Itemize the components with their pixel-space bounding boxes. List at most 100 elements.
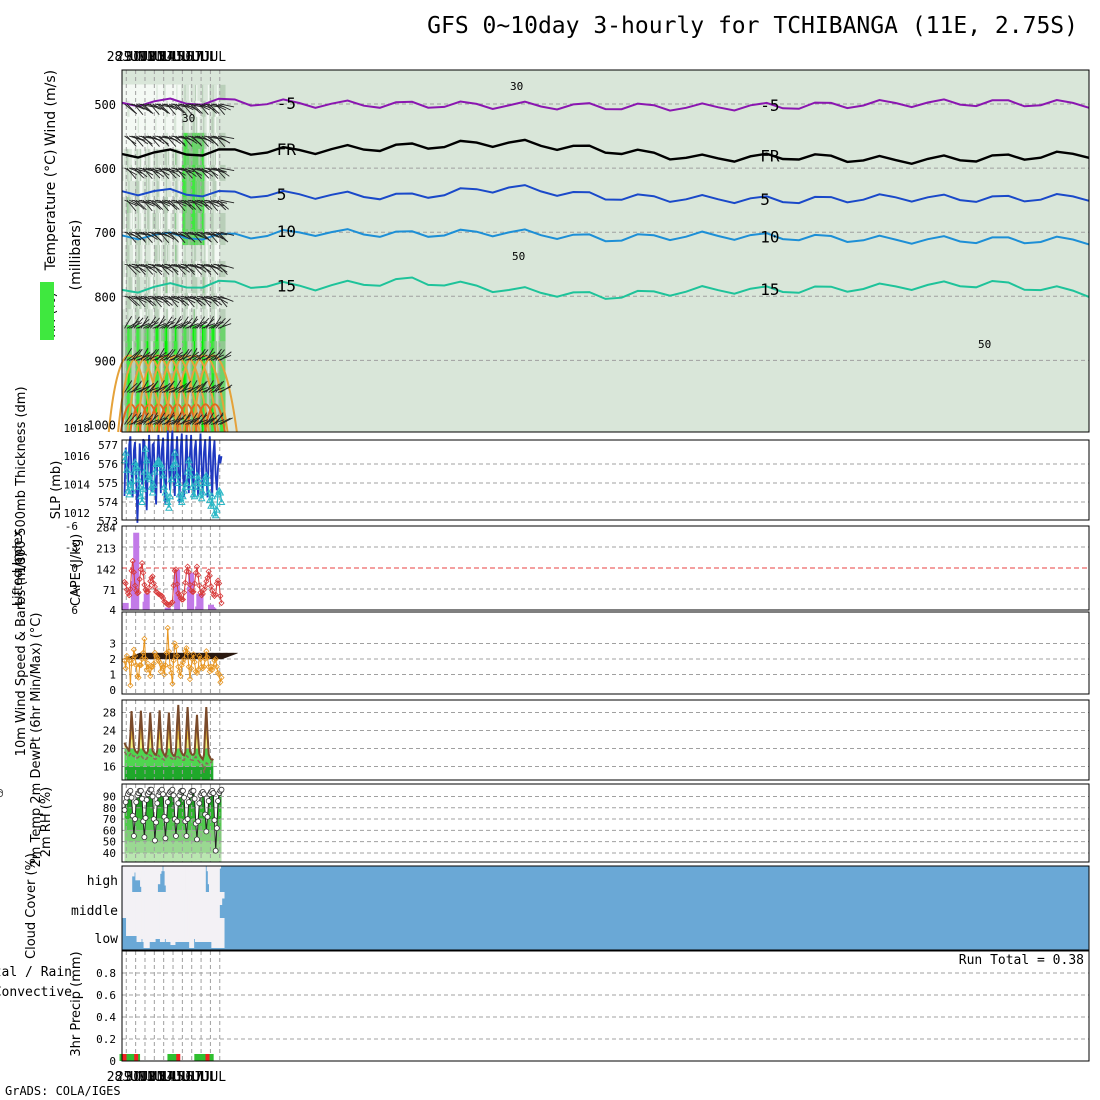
- lifted-index-point: [123, 586, 130, 593]
- wind-barb: [206, 199, 219, 207]
- precip-axis-label: 3hr Precip (mm): [69, 951, 84, 1056]
- wind-barb: [206, 231, 220, 238]
- wind-barb: [156, 348, 165, 361]
- wind-speed-point: [143, 666, 150, 673]
- cape-bar: [133, 532, 140, 610]
- rh-2m-point: [211, 817, 218, 824]
- wind-barb: [168, 199, 180, 210]
- wind-barb: [142, 135, 153, 147]
- wind-barb: [166, 349, 176, 361]
- wind-barb: [182, 380, 192, 393]
- isotherm-25: [194, 403, 217, 433]
- wind-barb: [189, 412, 198, 425]
- isotherm-minus5: [121, 97, 1090, 112]
- wind-barb: [131, 316, 140, 329]
- thickness-point: [158, 463, 166, 471]
- wind-barb: [157, 199, 171, 207]
- thickness-point: [204, 488, 213, 496]
- wind-barb: [136, 103, 149, 112]
- temp2m-axis-label: 2m Temp 2m DewPt (6hr Min/Max) (°C): [29, 613, 44, 868]
- lifted-index-point: [146, 584, 153, 591]
- upper-panel-frame: [121, 69, 1090, 433]
- wind-barb: [126, 135, 137, 147]
- wind-barb: [213, 414, 224, 425]
- isotherm-label: -5: [760, 96, 779, 115]
- lifted-index-point: [182, 579, 189, 586]
- thickness-point: [134, 475, 143, 483]
- wind-barb: [135, 199, 147, 211]
- rh-tick: 80: [103, 802, 116, 815]
- wind-barb: [220, 263, 234, 269]
- lifted-index-point: [140, 569, 147, 576]
- wind-speed-point: [179, 659, 187, 666]
- rh-2m-point: [194, 836, 200, 843]
- wind-barb: [133, 412, 142, 425]
- cape-bar: [210, 608, 217, 610]
- date-label-bottom: 30JUN: [125, 1070, 164, 1085]
- thickness-point: [202, 471, 211, 479]
- thickness-point: [203, 478, 212, 486]
- wind-barb: [133, 295, 147, 303]
- wind-speed-point: [178, 662, 185, 669]
- rh-cell: [219, 421, 226, 432]
- rh-2m-point: [203, 828, 210, 835]
- temp-band: [124, 739, 214, 749]
- rh-2m-point: [218, 786, 225, 793]
- wind-barb: [173, 380, 182, 393]
- wind-speed-point: [122, 665, 129, 672]
- wind-barb: [208, 414, 220, 425]
- rh-band: [124, 819, 222, 831]
- wind-barb: [217, 263, 228, 275]
- lifted-index-point: [183, 568, 190, 575]
- thickness-point: [139, 484, 148, 492]
- pressure-tick: 800: [94, 290, 116, 304]
- pressure-tick: 600: [94, 162, 116, 176]
- rh-contour-label: 50: [978, 338, 991, 351]
- lifted-index-point: [130, 569, 137, 576]
- thickness-point: [188, 482, 197, 490]
- lifted-index-point: [160, 595, 167, 602]
- precip-convective-bar: [134, 1054, 139, 1061]
- wind-speed-point: [195, 666, 202, 673]
- wind-barb: [159, 414, 170, 425]
- lifted-index-point: [217, 592, 224, 600]
- thickness-point: [211, 511, 220, 519]
- rh-2m-point: [152, 837, 158, 844]
- wind-barb: [173, 199, 187, 207]
- lifted-index-point: [199, 590, 206, 597]
- date-label-top: 30JUN: [125, 50, 164, 65]
- rh-2m-point: [204, 813, 211, 820]
- wind-barb: [140, 316, 149, 329]
- wind-barb: [149, 103, 160, 115]
- wind-barb: [206, 103, 218, 114]
- slp-tick: 1016: [64, 450, 91, 463]
- isotherm-fr: [121, 138, 1090, 166]
- wind-speed-point: [169, 680, 176, 687]
- wind-speed-point: [190, 651, 197, 658]
- wind-barb: [149, 167, 161, 179]
- wind-speed-point: [157, 668, 164, 675]
- rh-2m-point: [132, 816, 138, 822]
- lifted-index-point: [214, 577, 222, 584]
- lifted-index-point: [207, 583, 215, 590]
- wind-barb: [168, 135, 181, 144]
- wind-barb: [161, 322, 175, 329]
- rh-cell: [219, 341, 226, 359]
- wind-barb: [184, 231, 196, 243]
- wind-barb: [198, 167, 210, 179]
- rh-2m-point: [181, 794, 188, 801]
- lifted-index-point: [196, 582, 203, 589]
- wind-barb: [175, 231, 186, 244]
- wind-barb: [173, 412, 182, 425]
- wind-barb: [128, 295, 140, 307]
- wind-barb: [189, 199, 203, 207]
- date-label-top: 5JUL: [176, 50, 207, 65]
- cloud-layer-label: low: [95, 932, 119, 947]
- lifted-index-point: [197, 589, 204, 596]
- wind-barb: [175, 167, 186, 179]
- li-tick: -3: [65, 541, 78, 554]
- thickness-point: [149, 480, 158, 488]
- thickness-point: [168, 463, 177, 471]
- lifted-index-point: [174, 581, 181, 588]
- thickness-point: [159, 471, 167, 479]
